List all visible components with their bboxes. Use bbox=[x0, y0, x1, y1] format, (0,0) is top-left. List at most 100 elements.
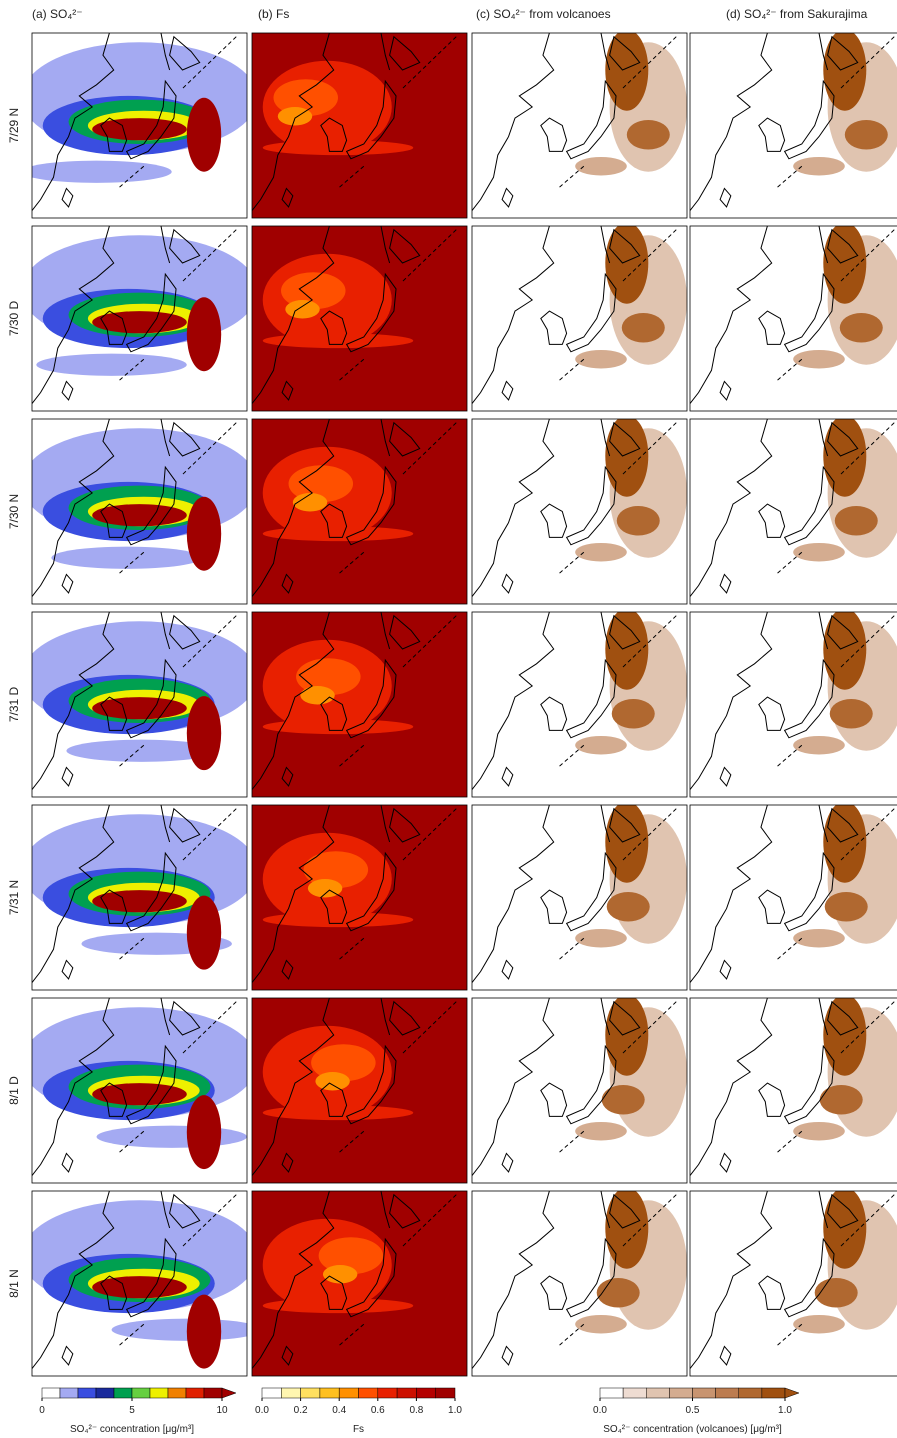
row-label: 7/30 N bbox=[7, 494, 21, 529]
plume bbox=[605, 222, 648, 303]
plume bbox=[92, 118, 187, 140]
column-title: (a) SO₄²⁻ bbox=[32, 7, 83, 21]
map-panel bbox=[472, 608, 687, 797]
colorbar-tick-label: 0 bbox=[39, 1405, 45, 1416]
map-panel bbox=[21, 612, 258, 797]
row-label: 8/1 N bbox=[7, 1269, 21, 1298]
colorbar-cell bbox=[646, 1388, 669, 1398]
plume bbox=[285, 300, 319, 319]
map-panel bbox=[252, 998, 467, 1183]
plume bbox=[315, 1072, 349, 1091]
colorbar-tick-label: 0.2 bbox=[294, 1405, 308, 1416]
map-panel bbox=[21, 998, 258, 1183]
plume bbox=[823, 1187, 866, 1268]
plume bbox=[627, 120, 670, 150]
map-panel bbox=[472, 415, 687, 604]
row-label: 7/31 N bbox=[7, 880, 21, 915]
map-panel bbox=[21, 226, 258, 411]
plume bbox=[187, 1095, 221, 1169]
plume bbox=[793, 929, 845, 948]
colorbar-cell bbox=[150, 1388, 168, 1398]
colorbar-cell bbox=[96, 1388, 114, 1398]
colorbar-tick-label: 0.6 bbox=[371, 1405, 385, 1416]
plume bbox=[840, 313, 883, 343]
plume bbox=[97, 1126, 248, 1148]
plume bbox=[825, 892, 868, 922]
colorbar-cell bbox=[262, 1388, 281, 1398]
plume bbox=[92, 890, 187, 912]
plume bbox=[575, 1122, 627, 1141]
map-panel bbox=[690, 801, 897, 990]
colorbar-cell bbox=[359, 1388, 378, 1398]
map-panel bbox=[252, 226, 467, 411]
plume bbox=[823, 801, 866, 882]
map-panel bbox=[472, 994, 687, 1183]
map-panel bbox=[21, 419, 258, 604]
colorbar-arrow bbox=[222, 1388, 236, 1398]
plume bbox=[820, 1085, 863, 1115]
colorbar-cell bbox=[416, 1388, 435, 1398]
plume bbox=[612, 699, 655, 729]
map-panel bbox=[252, 1191, 467, 1376]
column-title: (c) SO₄²⁻ from volcanoes bbox=[476, 7, 611, 21]
column-title: (d) SO₄²⁻ from Sakurajima bbox=[726, 7, 868, 21]
colorbar-cell bbox=[693, 1388, 716, 1398]
plume bbox=[605, 801, 648, 882]
colorbar-label: Fs bbox=[353, 1424, 364, 1435]
map-panel bbox=[690, 222, 897, 411]
plume bbox=[575, 543, 627, 562]
plume bbox=[300, 686, 334, 705]
map-panel bbox=[472, 29, 687, 218]
plume bbox=[793, 350, 845, 369]
plume bbox=[187, 297, 221, 371]
colorbar-cell bbox=[378, 1388, 397, 1398]
colorbar-cell bbox=[114, 1388, 132, 1398]
map-panel bbox=[252, 33, 467, 218]
row-label: 7/30 D bbox=[7, 300, 21, 336]
row-label: 7/29 N bbox=[7, 108, 21, 143]
plume bbox=[92, 504, 187, 526]
colorbar-tick-label: 0.8 bbox=[409, 1405, 423, 1416]
figure: (a) SO₄²⁻ (b) Fs (c) SO₄²⁻ from volcanoe… bbox=[0, 0, 897, 1438]
map-panel bbox=[472, 801, 687, 990]
plume bbox=[36, 354, 187, 376]
plume bbox=[793, 1122, 845, 1141]
plume bbox=[187, 696, 221, 770]
plume bbox=[187, 896, 221, 970]
map-panel bbox=[690, 415, 897, 604]
colorbar-arrow bbox=[785, 1388, 799, 1398]
plume bbox=[575, 1315, 627, 1334]
column-title: (b) Fs bbox=[258, 7, 289, 21]
plume bbox=[92, 1276, 187, 1298]
map-panel bbox=[690, 29, 897, 218]
row-label: 8/1 D bbox=[7, 1076, 21, 1105]
colorbar-cell bbox=[42, 1388, 60, 1398]
colorbar-tick-label: 0.0 bbox=[255, 1405, 269, 1416]
colorbar-cell bbox=[436, 1388, 455, 1398]
plume bbox=[92, 311, 187, 333]
plume bbox=[605, 29, 648, 110]
plume bbox=[793, 736, 845, 755]
colorbar-cell bbox=[339, 1388, 358, 1398]
colorbar-cell bbox=[78, 1388, 96, 1398]
plume bbox=[605, 994, 648, 1075]
plume bbox=[823, 994, 866, 1075]
colorbar-cell bbox=[397, 1388, 416, 1398]
plume bbox=[575, 929, 627, 948]
colorbar-cell bbox=[600, 1388, 623, 1398]
colorbar-cell bbox=[132, 1388, 150, 1398]
colorbar-cell bbox=[762, 1388, 785, 1398]
map-panel bbox=[690, 1187, 897, 1376]
plume bbox=[605, 1187, 648, 1268]
plume bbox=[187, 1295, 221, 1369]
row-label: 7/31 D bbox=[7, 686, 21, 722]
colorbar-tick-label: 0.5 bbox=[686, 1405, 700, 1416]
plume bbox=[617, 506, 660, 536]
map-panel bbox=[472, 222, 687, 411]
colorbar-cell bbox=[739, 1388, 762, 1398]
plume bbox=[793, 157, 845, 176]
plume bbox=[793, 543, 845, 562]
map-panel bbox=[252, 805, 467, 990]
plume bbox=[112, 1319, 262, 1341]
plume bbox=[597, 1278, 640, 1308]
